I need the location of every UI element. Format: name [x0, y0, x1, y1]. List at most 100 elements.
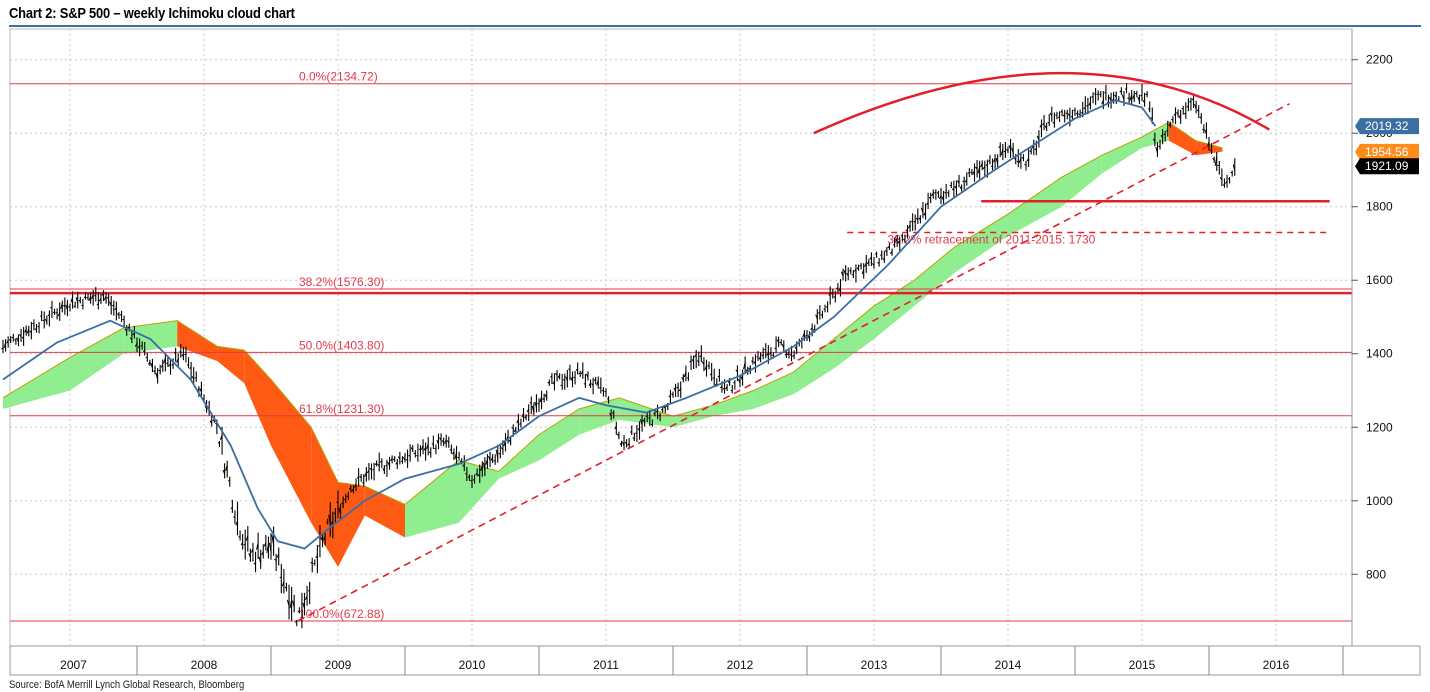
price-tick — [838, 286, 841, 292]
price-tick — [508, 439, 512, 443]
price-tick — [467, 476, 470, 479]
price-tick — [972, 169, 975, 175]
price-tick — [480, 465, 483, 471]
price-tick — [248, 553, 251, 558]
price-tick — [727, 381, 731, 384]
cloud-bull-segment — [954, 214, 1008, 273]
price-tick — [454, 451, 458, 460]
price-tick — [268, 542, 272, 553]
value-tag-label: 1921.09 — [1365, 159, 1409, 173]
price-tick — [1212, 157, 1215, 161]
price-tick — [1026, 158, 1030, 162]
cloud-bull-segment — [713, 390, 754, 417]
price-tick — [1029, 150, 1032, 153]
price-tick — [599, 387, 602, 389]
price-tick — [6, 340, 9, 344]
price-tick — [88, 296, 92, 301]
price-tick — [694, 354, 697, 358]
price-tick — [230, 507, 233, 510]
price-tick — [493, 459, 496, 462]
price-tick — [776, 339, 780, 343]
price-tick — [794, 346, 798, 350]
x-tick-label: 2010 — [459, 658, 486, 672]
price-tick — [315, 555, 318, 559]
price-tick — [611, 412, 614, 414]
price-tick — [482, 462, 486, 471]
price-tick — [462, 464, 465, 467]
price-tick — [766, 352, 769, 356]
price-tick — [658, 414, 661, 417]
price-tick — [101, 293, 104, 296]
price-tick — [751, 360, 754, 363]
price-tick — [1057, 116, 1060, 119]
price-tick — [1000, 148, 1004, 156]
price-tick — [1065, 112, 1068, 115]
price-tick — [905, 228, 908, 232]
price-tick — [34, 328, 37, 331]
price-tick — [552, 380, 555, 385]
cloud-bull-segment — [1101, 136, 1142, 174]
price-tick — [828, 294, 831, 296]
price-tick — [513, 428, 517, 433]
price-tick — [1109, 96, 1112, 102]
price-tick — [931, 192, 934, 197]
price-tick — [956, 180, 960, 184]
price-tick — [843, 270, 847, 276]
price-tick — [423, 447, 427, 451]
price-tick — [1160, 134, 1164, 139]
fib-level-label: 0.0%(2134.72) — [299, 70, 378, 84]
y-tick-label: 1600 — [1366, 273, 1393, 287]
cloud-bull-segment — [458, 460, 499, 523]
price-tick — [266, 544, 269, 553]
price-tick — [701, 361, 705, 365]
price-tick — [1018, 157, 1022, 163]
price-tick — [1204, 129, 1207, 135]
price-tick — [238, 535, 241, 538]
price-tick — [985, 164, 988, 167]
price-tick — [616, 433, 620, 437]
price-tick — [946, 192, 949, 194]
price-tick — [676, 386, 679, 389]
price-tick — [449, 448, 452, 451]
price-tick — [789, 353, 792, 357]
price-tick — [176, 358, 179, 363]
price-tick — [1196, 109, 1200, 112]
price-tick — [887, 245, 890, 249]
price-tick — [78, 299, 81, 302]
price-tick — [519, 422, 522, 425]
price-tick — [436, 439, 439, 445]
price-tick — [147, 361, 151, 365]
price-tick — [24, 328, 27, 333]
price-tick — [825, 306, 828, 309]
price-tick — [585, 373, 589, 378]
price-tick — [29, 330, 32, 334]
cloud-bear-segment — [244, 350, 271, 446]
price-tick — [619, 442, 622, 446]
price-tick — [70, 296, 74, 303]
value-tag-shape — [1355, 118, 1419, 135]
price-tick — [1199, 116, 1202, 119]
price-tick — [160, 364, 164, 368]
price-tick — [1091, 95, 1094, 98]
price-tick — [1047, 121, 1050, 124]
price-tick — [336, 501, 339, 504]
price-tick — [477, 474, 481, 478]
price-tick — [954, 185, 957, 189]
price-tick — [374, 462, 378, 466]
price-tick — [204, 405, 207, 409]
price-tick — [271, 534, 275, 546]
price-tick — [1036, 135, 1040, 141]
price-tick — [578, 372, 581, 375]
x-tick-label: 2008 — [191, 658, 218, 672]
price-tick — [109, 301, 112, 307]
price-tick — [719, 385, 723, 389]
price-tick — [665, 405, 669, 408]
price-tick — [281, 581, 285, 587]
price-tick — [575, 368, 579, 372]
price-tick — [1183, 112, 1187, 115]
price-tick — [550, 375, 553, 378]
price-tick — [637, 427, 640, 431]
price-tick — [1134, 92, 1138, 95]
price-tick — [740, 376, 744, 381]
price-tick — [668, 395, 671, 398]
